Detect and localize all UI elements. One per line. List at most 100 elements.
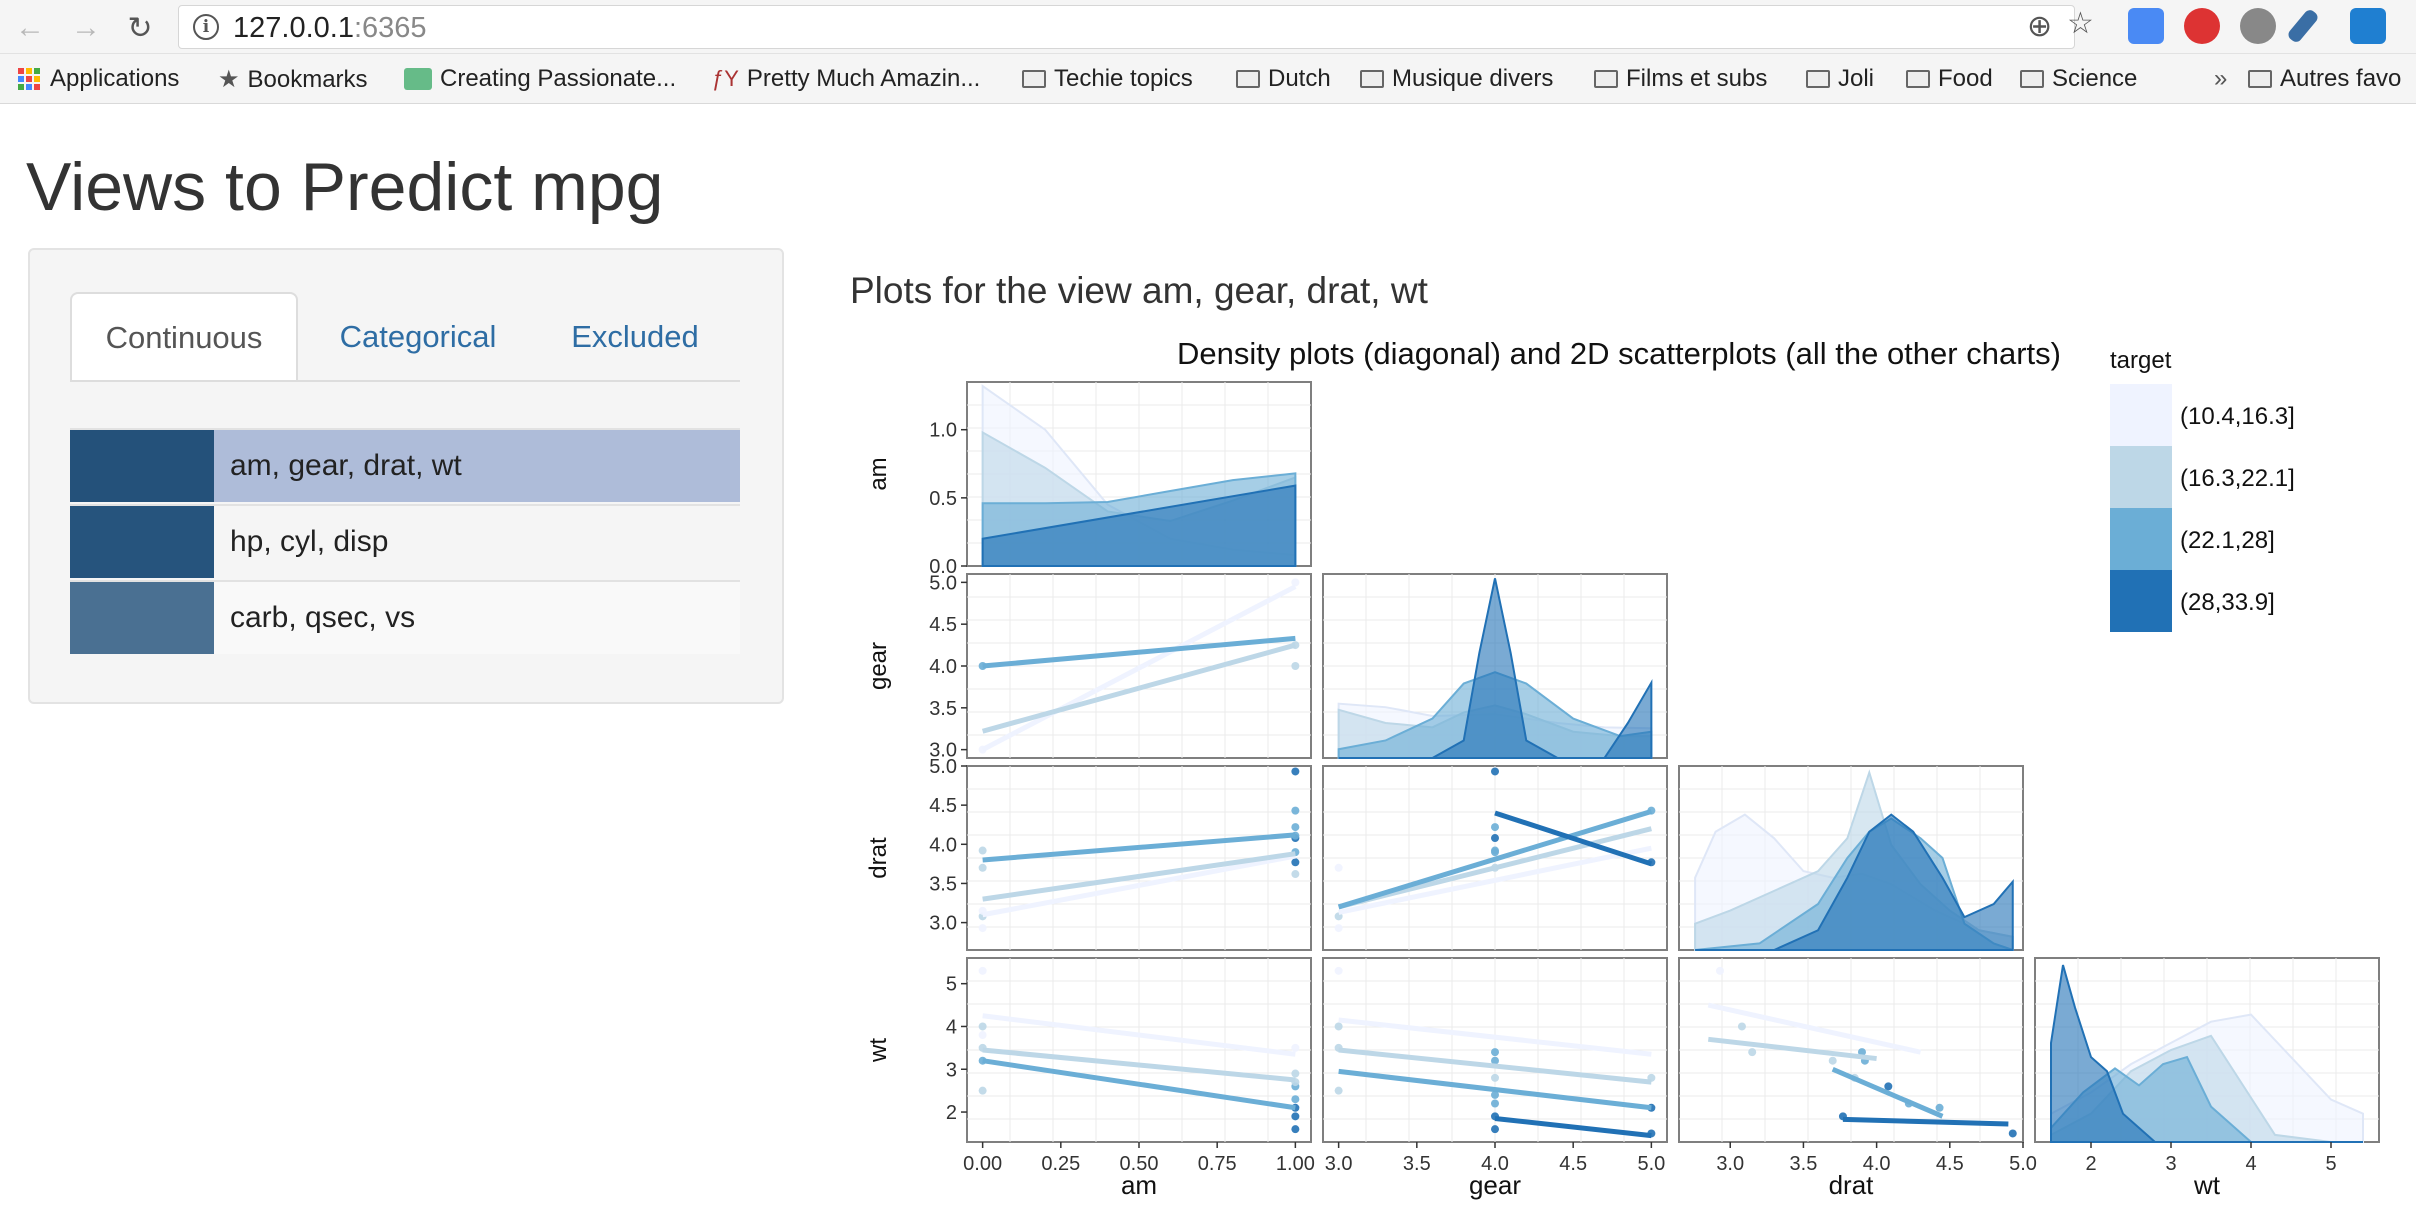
scatter-point	[1291, 1125, 1300, 1134]
site-icon: ƒY	[712, 66, 739, 91]
x-tick-label: 3.0	[1716, 1153, 1744, 1175]
x-tick-label: 0.50	[1120, 1153, 1159, 1175]
scatter-point	[1291, 1112, 1300, 1121]
tab-continuous[interactable]: Continuous	[70, 292, 298, 382]
regression-line-3	[982, 832, 1296, 863]
scatter-point	[1935, 1103, 1944, 1112]
apps-icon	[18, 68, 40, 90]
y-tick-label: 3.0	[929, 913, 957, 935]
x-tick-label: 4.0	[1863, 1153, 1891, 1175]
bookmark-science[interactable]: Science	[2020, 65, 2137, 93]
legend-label-1: (10.4,16.3]	[2180, 403, 2295, 430]
bookmark-creating-passionate[interactable]: Creating Passionate...	[404, 65, 676, 93]
scatter-point	[1291, 858, 1300, 867]
scatter-point	[978, 924, 987, 933]
y-axis-label-gear: gear	[865, 642, 892, 690]
edit-extension-icon[interactable]	[2350, 8, 2386, 44]
scatter-point	[1291, 1069, 1300, 1078]
bookmark-other[interactable]: Autres favo	[2248, 65, 2401, 93]
y-tick-label: 3.5	[929, 873, 957, 895]
legend-label-2: (16.3,22.1]	[2180, 465, 2295, 492]
scatter-point	[1491, 767, 1499, 776]
url-text[interactable]: 127.0.0.1:6365	[233, 12, 427, 44]
y-tick-label: 5.0	[929, 756, 957, 778]
regression-line-1	[982, 1013, 1296, 1057]
bookmarks-overflow-button[interactable]: »	[2214, 65, 2228, 92]
zoom-icon[interactable]: ⊕	[2027, 10, 2053, 43]
x-axis-label-am: am	[1121, 1170, 1157, 1200]
info-icon[interactable]: i	[193, 14, 219, 40]
view-row-selected[interactable]: am, gear, drat, wt	[70, 428, 740, 502]
x-tick-label: 4.0	[1481, 1153, 1509, 1175]
scatter-point	[1491, 834, 1499, 843]
eyedropper-extension-icon[interactable]	[2286, 7, 2320, 45]
x-tick-label: 3.5	[1790, 1153, 1818, 1175]
bookmark-bookmarks[interactable]: ★ Bookmarks	[218, 65, 368, 94]
opera-extension-icon[interactable]	[2184, 8, 2220, 44]
bookmark-films-et-subs[interactable]: Films et subs	[1594, 65, 1767, 93]
x-tick-label: 4.5	[1936, 1153, 1964, 1175]
regression-line-4	[1494, 810, 1653, 867]
legend-label-3: (22.1,28]	[2180, 527, 2275, 554]
regression-line-1	[981, 584, 1297, 752]
translate-extension-icon[interactable]	[2128, 8, 2164, 44]
bookmark-applications[interactable]: Applications	[18, 65, 179, 93]
y-tick-label: 3.5	[929, 698, 957, 720]
bookmark-pretty-much-amazing[interactable]: ƒY Pretty Much Amazin...	[712, 65, 981, 92]
density-area-4	[2050, 964, 2363, 1143]
y-tick-label: 4.0	[929, 834, 957, 856]
view-label: carb, qsec, vs	[230, 601, 416, 634]
regression-line-3	[982, 1058, 1296, 1111]
y-tick-label: 0.5	[929, 488, 957, 510]
regression-line-3	[1337, 809, 1653, 910]
scatter-point	[1715, 966, 1724, 975]
film-reel-extension-icon[interactable]	[2240, 8, 2276, 44]
address-bar[interactable]: i 127.0.0.1:6365 ⊕ ☆	[178, 5, 2094, 49]
scatter-point	[978, 1031, 987, 1040]
y-axis-label-wt: wt	[865, 1038, 892, 1063]
reload-icon[interactable]: ↻	[127, 11, 153, 45]
bookmark-dutch[interactable]: Dutch	[1236, 65, 1331, 93]
x-tick-label: 3	[2165, 1153, 2176, 1175]
page-title: Views to Predict mpg	[26, 149, 664, 225]
scatter-point	[1748, 1048, 1757, 1057]
legend-key-3	[2110, 508, 2172, 570]
view-color-swatch	[70, 506, 214, 578]
folder-icon	[1022, 70, 1046, 88]
scatter-point	[1291, 870, 1300, 879]
scatter-point	[1491, 823, 1499, 832]
bookmark-techie-topics[interactable]: Techie topics	[1022, 65, 1193, 93]
regression-line-4	[1494, 1115, 1652, 1139]
bookmarks-bar: Applications ★ Bookmarks Creating Passion…	[0, 54, 2416, 104]
bookmark-food[interactable]: Food	[1906, 65, 1993, 93]
bookmark-joli[interactable]: Joli	[1806, 65, 1874, 93]
density-area-4	[1338, 578, 1653, 759]
tab-categorical[interactable]: Categorical	[339, 319, 497, 354]
forward-icon[interactable]: →	[71, 11, 101, 44]
x-tick-label: 0.25	[1041, 1153, 1080, 1175]
site-icon	[404, 68, 432, 90]
view-label: am, gear, drat, wt	[230, 449, 462, 482]
scatter-point	[1291, 1095, 1300, 1104]
y-tick-label: 1.0	[929, 420, 957, 442]
scatter-point	[1291, 767, 1300, 776]
scatter-point	[978, 863, 987, 872]
star-icon[interactable]: ☆	[2067, 7, 2094, 40]
scatter-point	[1334, 924, 1343, 933]
legend-title: target	[2110, 347, 2172, 374]
bookmark-musique-divers[interactable]: Musique divers	[1360, 65, 1553, 93]
legend-key-2	[2110, 446, 2172, 508]
x-axis-label-drat: drat	[1829, 1170, 1875, 1200]
x-tick-label: 1.00	[1276, 1153, 1315, 1175]
view-row[interactable]: carb, qsec, vs	[70, 580, 740, 654]
tab-excluded[interactable]: Excluded	[571, 319, 699, 354]
view-row[interactable]: hp, cyl, disp	[70, 504, 740, 578]
folder-icon	[1594, 70, 1618, 88]
scatter-point	[1491, 1090, 1499, 1099]
scatter-point	[978, 966, 987, 975]
back-icon[interactable]: ←	[15, 11, 45, 44]
legend-label-4: (28,33.9]	[2180, 589, 2275, 616]
scatter-point	[1291, 823, 1300, 832]
regression-line-2	[1338, 826, 1652, 910]
tab-divider	[70, 380, 740, 382]
